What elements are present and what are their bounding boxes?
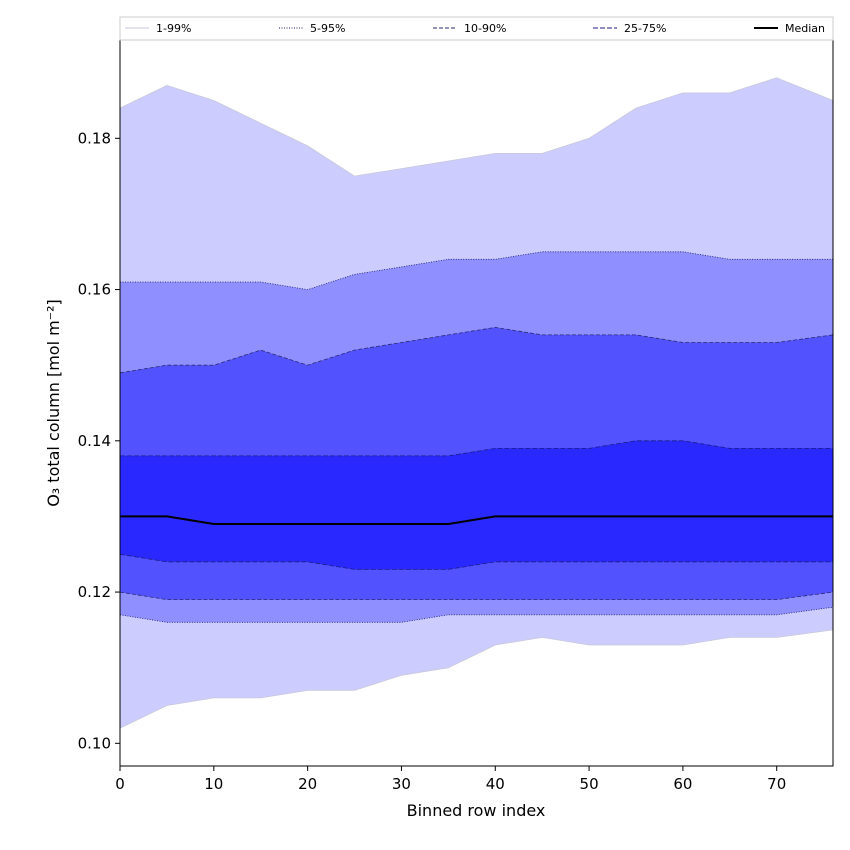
band-1-99-upper-line bbox=[119, 77, 834, 177]
x-tick-label: 40 bbox=[486, 775, 505, 793]
x-tick-label: 60 bbox=[673, 775, 692, 793]
legend-label: 5-95% bbox=[310, 22, 345, 35]
band-25-75-lower-line bbox=[119, 553, 833, 570]
median-series bbox=[120, 515, 833, 525]
band-5-95-lower-line bbox=[119, 606, 834, 623]
x-tick-label: 10 bbox=[204, 775, 223, 793]
band-25-75-upper-line bbox=[120, 440, 833, 457]
band-25-75 bbox=[120, 440, 833, 570]
legend-label: 10-90% bbox=[464, 22, 506, 35]
x-axis-ticks: 0 10 20 30 40 50 60 70 bbox=[115, 766, 786, 793]
y-tick-label: 0.18 bbox=[78, 129, 111, 147]
y-tick-label: 0.12 bbox=[78, 583, 111, 601]
x-tick-label: 20 bbox=[298, 775, 317, 793]
y-tick-label: 0.14 bbox=[78, 432, 111, 450]
legend: 1-99% 5-95% 10-90% 25-75% Median bbox=[119, 16, 834, 41]
y-axis-ticks: 0.10 0.12 0.14 0.16 0.18 bbox=[78, 129, 120, 752]
y-tick-label: 0.10 bbox=[78, 734, 111, 752]
band-10-90-lower-line bbox=[119, 591, 834, 600]
y-tick-label: 0.16 bbox=[78, 281, 111, 299]
x-tick-label: 0 bbox=[115, 775, 125, 793]
band-10-90-upper-line bbox=[119, 326, 834, 374]
legend-label: 25-75% bbox=[624, 22, 666, 35]
band-1-99-lower-line bbox=[119, 629, 834, 729]
legend-box bbox=[119, 16, 834, 41]
legend-label: 1-99% bbox=[156, 22, 191, 35]
x-axis-label: Binned row index bbox=[407, 801, 546, 820]
legend-label: Median bbox=[785, 22, 825, 35]
x-tick-label: 50 bbox=[580, 775, 599, 793]
x-tick-label: 70 bbox=[767, 775, 786, 793]
percentile-bands bbox=[119, 77, 834, 729]
median-line bbox=[120, 515, 833, 525]
x-tick-label: 30 bbox=[392, 775, 411, 793]
y-axis-label: O₃ total column [mol m⁻²] bbox=[44, 299, 63, 507]
